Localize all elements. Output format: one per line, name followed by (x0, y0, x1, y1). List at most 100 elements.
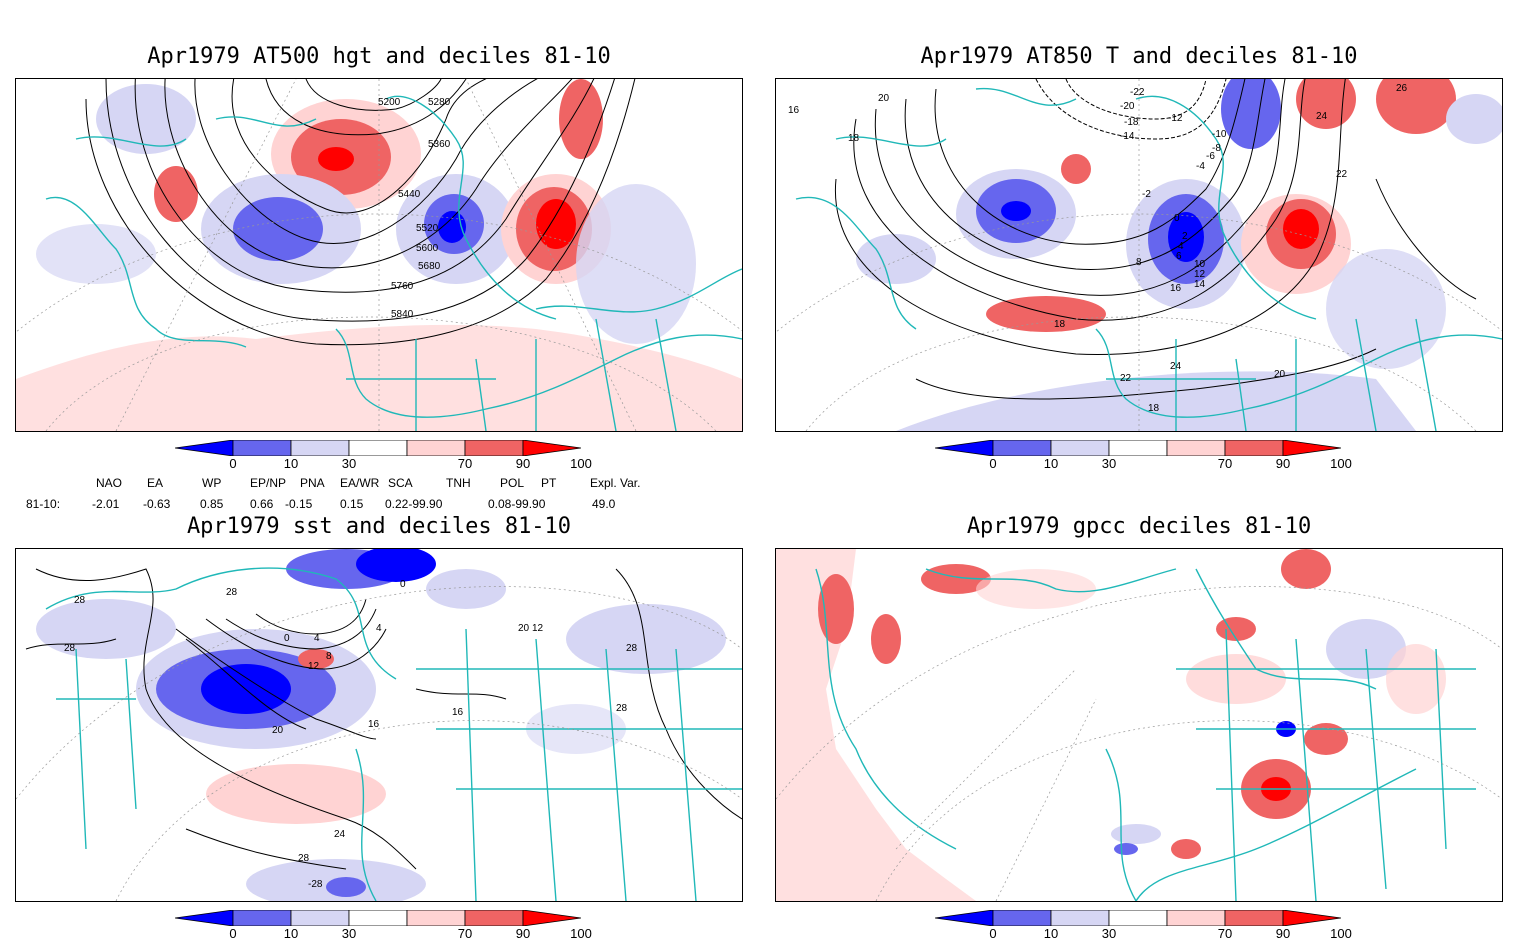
coastlines (815, 568, 1476, 901)
colorbar-tick-label: 10 (283, 926, 299, 941)
colorbar-tick-label: 70 (1217, 926, 1233, 941)
anomaly-shading (16, 79, 742, 431)
contour-label: 2 (1182, 231, 1188, 242)
index-header: SCA (388, 476, 413, 490)
index-value: 0.66 (250, 497, 274, 511)
contour-label: 20 (1274, 369, 1286, 380)
lat-lon-grid (16, 586, 742, 901)
map-panel-gpcc (775, 548, 1503, 902)
height-contours (85, 79, 636, 346)
colorbar-segment (290, 910, 350, 926)
contour-label: -22 (1130, 87, 1145, 98)
contour-label: 5520 (416, 223, 439, 234)
lat-lon-grid (776, 79, 1502, 431)
contour-label: -18 (1124, 117, 1139, 128)
colorbar-tick-label: 10 (1043, 926, 1059, 941)
contour-label: 16 (788, 105, 800, 116)
colorbar-segment (406, 440, 466, 456)
colorbar-tick-label: 70 (457, 926, 473, 941)
contour-label: 20 (272, 725, 284, 736)
colorbar-tick-label: 70 (457, 456, 473, 471)
anomaly-shading (776, 549, 1446, 901)
contour-label: -14 (1120, 131, 1135, 142)
colorbar-segment (992, 440, 1052, 456)
contour-label: 28 (616, 703, 628, 714)
index-value: -0.15 (285, 497, 313, 511)
colorbar-tick-label: 70 (1217, 456, 1233, 471)
colorbar-segment (232, 440, 292, 456)
colorbar-high-triangle (522, 440, 581, 456)
lat-lon-grid (16, 79, 742, 431)
colorbar-segment (348, 910, 408, 926)
colorbar-segment (1050, 440, 1110, 456)
contour-label: 18 (1054, 319, 1066, 330)
index-value: -2.01 (92, 497, 120, 511)
map-panel-t850: 16 18 20 22 24 26 -22 -20 -18 -14 -12 -1… (775, 78, 1503, 432)
contour-label: 24 (334, 829, 346, 840)
colorbar-tick-label: 0 (989, 456, 997, 471)
colorbar-segment (290, 440, 350, 456)
colorbar-low-triangle (935, 440, 994, 456)
colorbar-low-triangle (175, 440, 234, 456)
colorbar-high-triangle (522, 910, 581, 926)
colorbar-segment (1224, 910, 1284, 926)
colorbar-tick-label: 90 (1275, 456, 1291, 471)
colorbar-segment (348, 440, 408, 456)
index-header: Expl. Var. (590, 476, 641, 490)
colorbar-t850 (935, 440, 1341, 456)
contour-label: 5840 (391, 309, 414, 320)
index-header: WP (202, 476, 222, 490)
contour-label: -2 (1142, 189, 1151, 200)
contour-label: 18 (1148, 403, 1160, 414)
colorbar-gpcc (935, 910, 1341, 926)
index-value: 0.08-99.90 (488, 497, 546, 511)
colorbar-tick-label: 10 (283, 456, 299, 471)
panel-title-sst: Apr1979 sst and deciles 81-10 (186, 514, 572, 539)
colorbar-tick-label: 30 (1101, 456, 1117, 471)
contour-label: 5280 (428, 97, 451, 108)
colorbar-high-triangle (1282, 440, 1341, 456)
contour-label: 20 (878, 93, 890, 104)
contour-label: 12 (532, 623, 544, 634)
contour-label: 28 (64, 643, 76, 654)
colorbar-low-triangle (175, 910, 234, 926)
colorbar-segment (1108, 910, 1168, 926)
contour-label: -10 (1212, 129, 1227, 140)
contour-label: 6 (1176, 251, 1182, 262)
temperature-contours (834, 79, 1477, 400)
panel-title-gpcc: Apr1979 gpcc deciles 81-10 (966, 514, 1312, 539)
index-header: NAO (96, 476, 123, 490)
coastlines (795, 87, 1502, 431)
contour-label: 5600 (416, 243, 439, 254)
contour-label: 24 (1170, 361, 1182, 372)
index-value: -0.63 (143, 497, 171, 511)
contour-label: 12 (308, 661, 320, 672)
lat-lon-grid (776, 586, 1502, 901)
colorbar-segment (232, 910, 292, 926)
colorbar-tick-label: 100 (570, 926, 592, 941)
contour-labels: 5200 5280 5360 5440 5520 5600 5680 5760 … (378, 97, 451, 320)
index-header: EA (147, 476, 164, 490)
contour-label: -28 (308, 879, 323, 890)
map-panel-hgt: 5200 5280 5360 5440 5520 5600 5680 5760 … (15, 78, 743, 432)
colorbar-segment (1224, 440, 1284, 456)
coastlines (45, 95, 742, 431)
contour-label: 8 (326, 651, 332, 662)
colorbar-tick-label: 90 (1275, 926, 1291, 941)
contour-label: -20 (1120, 101, 1135, 112)
colorbar-high-triangle (1282, 910, 1341, 926)
coastlines (45, 567, 742, 901)
colorbar-tick-label: 30 (1101, 926, 1117, 941)
panel-title-hgt: Apr1979 AT500 hgt and deciles 81-10 (147, 44, 611, 69)
colorbar-tick-label: 100 (1330, 456, 1352, 471)
colorbar-segment (1166, 910, 1226, 926)
contour-label: -8 (1212, 143, 1221, 154)
colorbar-hgt (175, 440, 581, 456)
colorbar-tick-label: 90 (515, 926, 531, 941)
sst-contours (25, 568, 742, 870)
contour-label: 4 (376, 623, 382, 634)
colorbar-segment (1050, 910, 1110, 926)
colorbar-segment (992, 910, 1052, 926)
contour-label: 5200 (378, 97, 401, 108)
contour-label: 0 (1174, 213, 1180, 224)
